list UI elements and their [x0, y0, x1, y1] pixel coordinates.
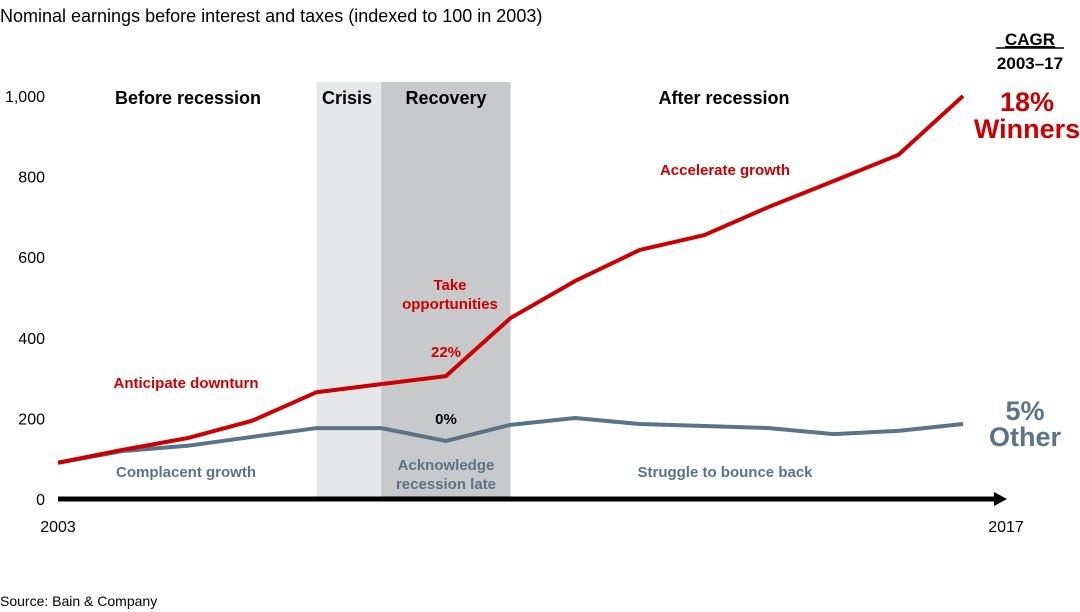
- other-cagr: 5%: [1005, 396, 1044, 426]
- winners-cagr: 18%: [1000, 87, 1054, 117]
- annotation-complacent: Complacent growth: [116, 464, 256, 481]
- y-tick-label: 1,000: [5, 89, 45, 106]
- y-tick-label: 200: [18, 411, 45, 428]
- annotation-acknowledge: Acknowledge: [398, 457, 495, 474]
- annotation-0pct: 0%: [435, 411, 457, 428]
- x-tick-label-start: 2003: [40, 519, 76, 536]
- phase-label-after: After recession: [658, 88, 789, 108]
- x-axis-arrow: [994, 492, 1007, 506]
- y-tick-label: 600: [18, 250, 45, 267]
- chart-title: Nominal earnings before interest and tax…: [0, 6, 542, 26]
- annotation-take: Take: [433, 277, 466, 294]
- y-tick-label: 800: [18, 170, 45, 187]
- annotation-recession-late: recession late: [396, 476, 496, 493]
- source-note: Source: Bain & Company: [0, 593, 157, 609]
- cagr-header: CAGR: [1005, 30, 1055, 49]
- y-tick-label: 400: [18, 331, 45, 348]
- x-tick-label-end: 2017: [988, 519, 1024, 536]
- annotation-accelerate: Accelerate growth: [660, 162, 790, 179]
- phase-label-before: Before recession: [115, 88, 261, 108]
- legend-other: Other: [989, 422, 1062, 452]
- annotation-22pct: 22%: [431, 344, 461, 361]
- y-tick-label: 0: [36, 492, 45, 509]
- phase-label-crisis: Crisis: [322, 88, 372, 108]
- phase-label-recovery: Recovery: [405, 88, 486, 108]
- legend-winners: Winners: [974, 114, 1080, 144]
- annotation-struggle: Struggle to bounce back: [637, 464, 813, 481]
- annotation-opportunities: opportunities: [402, 296, 498, 313]
- annotation-anticipate: Anticipate downturn: [114, 375, 259, 392]
- cagr-period: 2003–17: [997, 54, 1063, 73]
- crisis-band: [316, 82, 382, 499]
